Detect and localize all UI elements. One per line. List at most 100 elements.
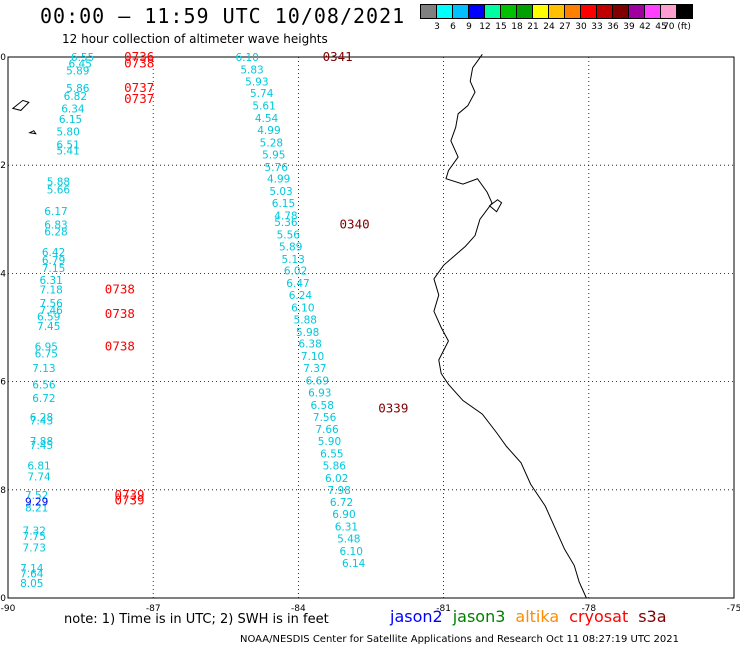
pass-time-label: 0736 [124, 49, 154, 64]
swh-value-label: 5.48 [337, 533, 360, 545]
swh-value-label: 7.46 [39, 305, 63, 317]
swh-value-label: 6.28 [30, 412, 53, 424]
swh-value-label: 7.74 [27, 471, 51, 483]
swh-value-label: 5.61 [252, 101, 275, 113]
pass-time-label: 0339 [378, 401, 408, 416]
swh-value-label: 7.45 [37, 321, 60, 333]
swh-value-label: 5.36 [274, 217, 298, 229]
swh-value-label: 7.45 [30, 440, 53, 452]
colorbar-label: 33 [591, 22, 603, 32]
swh-value-label: 5.89 [279, 241, 302, 253]
swh-value-label: 6.93 [308, 387, 331, 399]
satellite-jason3: jason3 [452, 607, 506, 626]
swh-value-label: 6.83 [44, 220, 67, 232]
colorbar-label: 42 [639, 22, 651, 32]
swh-value-label: 7.18 [39, 285, 62, 297]
swh-value-label: 5.93 [245, 76, 268, 88]
colorbar-label: 15 [495, 22, 507, 32]
pass-time-label: 0737 [124, 80, 154, 95]
galapagos-island [11, 99, 30, 111]
satellite-jason2: jason2 [390, 607, 443, 626]
colorbar-label: 21 [527, 22, 539, 32]
swh-value-label: 6.82 [64, 91, 87, 103]
colorbar-label: 6 [450, 22, 456, 32]
y-tick-label: -6 [0, 378, 6, 388]
x-tick-label: -84 [291, 604, 306, 614]
x-tick-label: -81 [436, 604, 451, 614]
x-tick-label: -78 [581, 604, 596, 614]
swh-value-label: 6.95 [35, 341, 58, 353]
swh-value-label: 7.73 [23, 543, 46, 555]
colorbar-labels: 3 6 9 12 15 18 21 24 27 30 33 36 39 42 45 70 (ft) [420, 22, 740, 34]
colorbar-label: 9 [466, 22, 472, 32]
swh-value-label: 7.32 [23, 525, 46, 537]
swh-value-label: 6.58 [311, 400, 334, 412]
colorbar-label: 27 [559, 22, 571, 32]
swh-value-label: 7.37 [303, 363, 326, 375]
swh-value-label: 6.56 [32, 379, 56, 391]
swh-value-label: 6.47 [286, 278, 309, 290]
swh-value-label: 7.15 [42, 263, 65, 275]
swh-value-label: 7.88 [30, 436, 53, 448]
pass-time-label: 0341 [323, 49, 353, 64]
swh-value-label: 7.56 [39, 298, 63, 310]
swh-value-label: 4.99 [257, 125, 280, 137]
swh-value-label: 6.75 [35, 348, 58, 360]
swh-value-label: 7.66 [315, 424, 339, 436]
satellite-legend: jason2 jason3 altika cryosat s3a [390, 607, 677, 626]
y-tick-label: 0 [0, 53, 6, 63]
swh-value-label: 6.02 [284, 266, 307, 278]
x-tick-label: -87 [146, 604, 161, 614]
pass-time-label: 0738 [105, 338, 135, 353]
pass-time-label: 0739 [114, 493, 144, 508]
swh-value-label: 8.21 [25, 503, 48, 515]
swh-value-label: 6.14 [342, 558, 366, 570]
y-tick-label: -10 [0, 594, 6, 604]
x-tick-label: -90 [1, 604, 16, 614]
pass-time-label: 0340 [340, 217, 370, 232]
swh-value-label: 5.28 [260, 137, 283, 149]
swh-value-label: 7.64 [20, 569, 44, 581]
map-frame [7, 56, 735, 599]
colorbar-label: 30 [575, 22, 587, 32]
swh-value-label: 5.86 [323, 460, 347, 472]
galapagos-islet [28, 130, 37, 135]
pass-time-label: 0738 [124, 55, 154, 70]
swh-value-label: 5.41 [56, 146, 79, 158]
swh-value-label: 5.95 [262, 149, 285, 161]
swh-value-label: 7.56 [313, 412, 337, 424]
colorbar-label: 18 [511, 22, 523, 32]
swh-value-label: 9.29 [25, 497, 48, 509]
swh-value-label: 6.69 [306, 376, 329, 388]
coastline [433, 54, 587, 599]
swh-value-label: 5.89 [66, 66, 89, 78]
colorbar-legend [420, 4, 693, 19]
swh-value-label: 6.17 [44, 206, 67, 218]
swh-value-label: 5.88 [47, 176, 70, 188]
swh-value-label: 4.78 [274, 211, 297, 223]
swh-value-label: 6.81 [27, 460, 50, 472]
swh-value-label: 5.86 [66, 83, 90, 95]
swh-value-label: 6.59 [37, 312, 60, 324]
swh-value-label: 5.83 [240, 64, 263, 76]
note-text: note: 1) Time is in UTC; 2) SWH is in fe… [64, 612, 329, 627]
swh-value-label: 6.42 [42, 247, 65, 259]
swh-value-label: 5.88 [294, 314, 317, 326]
swh-value-label: 7.52 [25, 490, 48, 502]
swh-value-label: 6.55 [320, 449, 343, 461]
swh-value-label: 5.80 [56, 127, 79, 139]
y-tick-label: -2 [0, 161, 6, 171]
swh-value-label: 5.74 [250, 88, 274, 100]
swh-value-label: 5.13 [281, 254, 304, 266]
swh-value-label: 6.10 [340, 546, 363, 558]
swh-value-label: 7.13 [32, 363, 55, 375]
pass-time-label: 0738 [105, 306, 135, 321]
colorbar-label: 70 (ft) [663, 22, 691, 32]
colorbar-label: 3 [434, 22, 440, 32]
satellite-altika: altika [515, 607, 560, 626]
swh-value-label: 6.15 [272, 198, 295, 210]
swh-value-label: 6.02 [325, 473, 348, 485]
map-subtitle: 12 hour collection of altimeter wave hei… [62, 32, 328, 46]
satellite-s3a: s3a [638, 607, 667, 626]
